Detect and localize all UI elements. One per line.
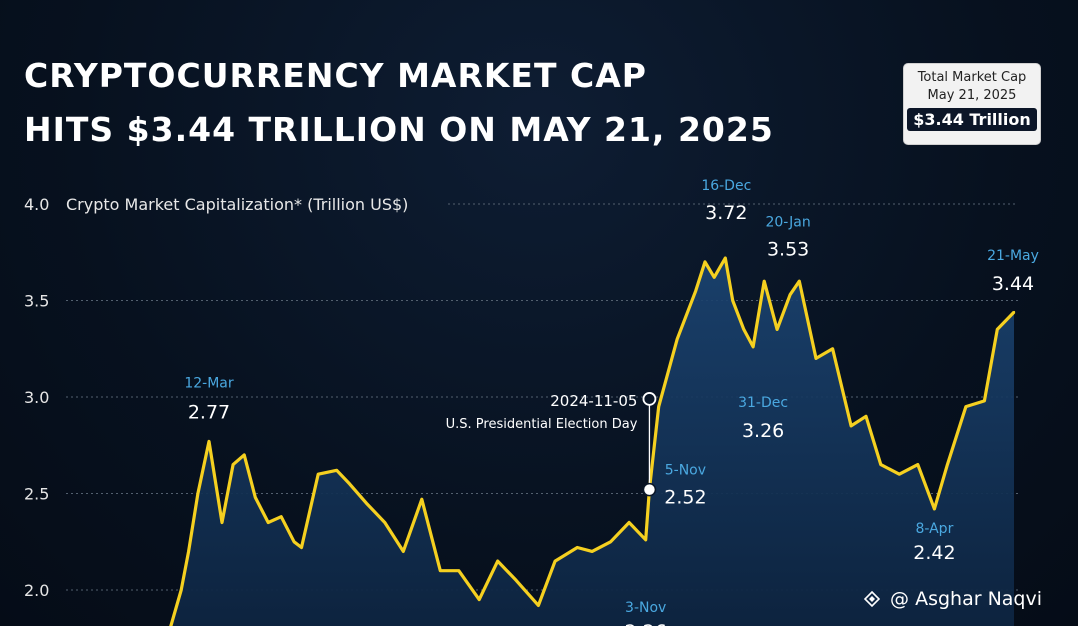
data-point — [1012, 310, 1016, 314]
area-fill — [170, 258, 1014, 626]
data-point — [724, 256, 727, 260]
data-point — [420, 498, 423, 501]
data-point — [627, 521, 631, 524]
data-point — [775, 328, 779, 331]
data-point — [788, 293, 792, 296]
data-point — [335, 469, 338, 472]
event-name-label: U.S. Presidential Election Day — [446, 417, 638, 432]
annotation-date: 16-Dec — [701, 178, 751, 194]
data-point — [864, 415, 868, 418]
data-point — [703, 260, 707, 264]
annotation-value: 3.72 — [705, 202, 747, 224]
annotation-date: 12-Mar — [184, 375, 234, 391]
data-point — [676, 337, 679, 341]
watermark-text: @ Asghar Naqvi — [890, 588, 1043, 610]
y-axis-label: Crypto Market Capitalization* (Trillion … — [66, 195, 408, 214]
data-point — [207, 440, 211, 443]
data-point — [742, 328, 745, 331]
event-dot-lower — [642, 482, 657, 497]
data-point — [348, 482, 351, 486]
data-point — [983, 399, 986, 403]
data-point — [402, 550, 405, 553]
annotation-value: 3.44 — [992, 273, 1034, 295]
diamond-logo-icon — [864, 591, 880, 607]
data-point — [537, 604, 540, 607]
data-point — [300, 546, 303, 549]
badge-value: $3.44 Trillion — [907, 108, 1037, 131]
data-point — [849, 424, 853, 428]
data-point — [933, 507, 936, 511]
annotation-date: 5-Nov — [665, 463, 706, 479]
data-point — [576, 546, 579, 549]
event-date-label: 2024-11-05 — [550, 392, 637, 410]
data-point — [713, 276, 716, 279]
data-point — [457, 569, 460, 572]
data-point — [439, 569, 442, 572]
annotation-date: 31-Dec — [738, 395, 788, 411]
data-point — [694, 289, 697, 293]
data-point — [590, 550, 594, 553]
data-point — [254, 496, 257, 499]
data-point — [964, 405, 968, 408]
badge-date: May 21, 2025 — [927, 88, 1017, 103]
y-tick-label: 2.0 — [24, 581, 49, 600]
annotation-date: 3-Nov — [625, 600, 666, 616]
data-point — [196, 492, 200, 495]
y-tick-label: 3.0 — [24, 388, 49, 407]
y-tick-label: 4.0 — [24, 195, 49, 214]
data-point — [515, 579, 518, 582]
total-market-cap-badge: Total Market Cap May 21, 2025 $3.44 Tril… — [903, 63, 1041, 145]
data-point — [280, 515, 283, 518]
annotation-date: 8-Apr — [915, 521, 953, 537]
annotation-value: 2.26 — [625, 621, 667, 626]
data-point — [763, 280, 766, 283]
data-point — [478, 598, 481, 601]
annotation-value: 3.53 — [767, 239, 809, 261]
annotation-date: 21-May — [987, 248, 1039, 264]
data-point — [731, 299, 734, 302]
annotation-value: 2.52 — [664, 487, 706, 509]
data-point — [814, 357, 818, 360]
data-point — [916, 463, 919, 466]
data-point — [644, 538, 647, 541]
data-point — [187, 550, 190, 553]
data-point — [553, 559, 557, 563]
data-point — [946, 463, 949, 466]
data-point — [496, 559, 499, 563]
data-point — [609, 540, 612, 543]
data-point — [383, 521, 386, 524]
data-point — [231, 463, 235, 466]
data-point — [996, 328, 999, 331]
annotation-value: 3.26 — [742, 420, 784, 442]
data-point — [879, 463, 882, 466]
data-point — [898, 473, 901, 476]
data-point — [751, 345, 755, 348]
data-point — [317, 473, 320, 476]
watermark: @ Asghar Naqvi — [864, 588, 1042, 610]
annotation-date: 20-Jan — [765, 215, 810, 231]
data-point — [292, 540, 296, 543]
badge-label: Total Market Cap — [917, 70, 1027, 85]
data-point — [831, 347, 834, 350]
annotation-value: 2.77 — [188, 401, 230, 423]
data-point — [243, 453, 246, 457]
data-point — [798, 280, 801, 283]
data-point — [267, 521, 270, 524]
y-tick-label: 3.5 — [24, 292, 49, 311]
chart-title-line-1: CRYPTOCURRENCY MARKET CAP — [24, 56, 647, 95]
data-point — [657, 405, 660, 408]
chart-title-line-2: HITS $3.44 TRILLION ON MAY 21, 2025 — [24, 110, 774, 149]
data-point — [220, 521, 224, 524]
data-point — [365, 501, 368, 505]
annotation-value: 2.42 — [913, 542, 955, 564]
y-tick-label: 2.5 — [24, 485, 49, 504]
event-dot-upper — [642, 392, 657, 406]
data-point — [180, 588, 183, 592]
